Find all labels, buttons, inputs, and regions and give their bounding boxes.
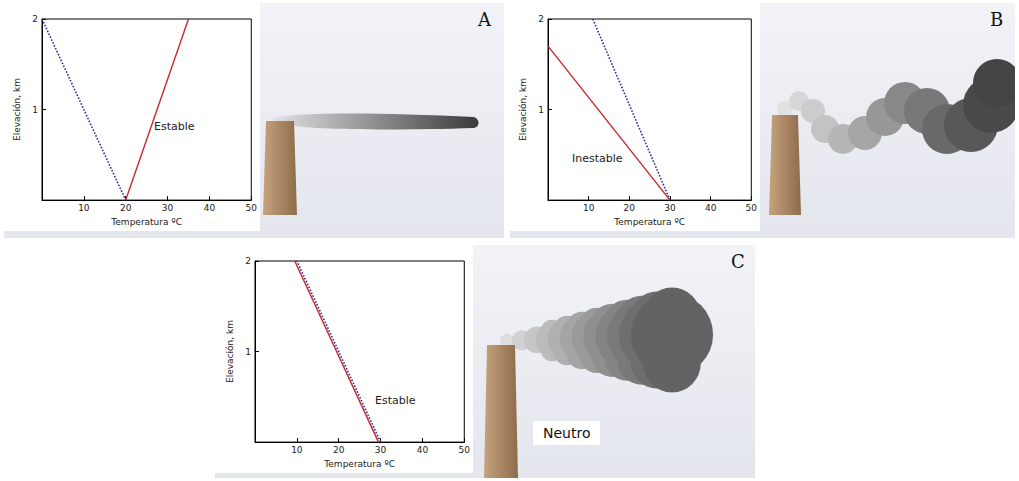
svg-text:Elevación, km: Elevación, km bbox=[12, 78, 22, 141]
svg-text:2: 2 bbox=[538, 14, 544, 24]
svg-text:1: 1 bbox=[32, 105, 38, 115]
svg-text:20: 20 bbox=[624, 203, 636, 213]
svg-text:50: 50 bbox=[246, 203, 258, 213]
svg-text:10: 10 bbox=[291, 445, 303, 455]
svg-text:Elevación, km: Elevación, km bbox=[225, 320, 235, 383]
svg-text:40: 40 bbox=[705, 203, 717, 213]
svg-text:30: 30 bbox=[162, 203, 174, 213]
svg-text:Inestable: Inestable bbox=[572, 152, 623, 165]
svg-text:10: 10 bbox=[78, 203, 90, 213]
html-text:A: A bbox=[478, 9, 491, 30]
svg-text:Temperatura ºC: Temperatura ºC bbox=[323, 459, 395, 469]
svg-text:Temperatura ºC: Temperatura ºC bbox=[110, 217, 182, 227]
svg-text:10: 10 bbox=[583, 203, 595, 213]
svg-text:30: 30 bbox=[375, 445, 387, 455]
svg-text:1: 1 bbox=[538, 105, 544, 115]
svg-text:50: 50 bbox=[459, 445, 471, 455]
svg-text:1: 1 bbox=[245, 347, 251, 357]
html-text:C: C bbox=[731, 251, 745, 272]
svg-text:Estable: Estable bbox=[375, 394, 416, 407]
svg-text:Estable: Estable bbox=[154, 120, 195, 133]
html-text:Neutro: Neutro bbox=[543, 425, 591, 441]
html-text:B: B bbox=[990, 9, 1004, 30]
svg-text:Temperatura ºC: Temperatura ºC bbox=[613, 217, 685, 227]
svg-text:20: 20 bbox=[120, 203, 132, 213]
svg-text:50: 50 bbox=[746, 203, 758, 213]
svg-text:Elevación, km: Elevación, km bbox=[518, 78, 528, 141]
svg-text:40: 40 bbox=[204, 203, 216, 213]
svg-text:40: 40 bbox=[417, 445, 429, 455]
svg-text:20: 20 bbox=[333, 445, 345, 455]
svg-text:2: 2 bbox=[32, 14, 38, 24]
svg-text:2: 2 bbox=[245, 256, 251, 266]
svg-text:30: 30 bbox=[664, 203, 676, 213]
